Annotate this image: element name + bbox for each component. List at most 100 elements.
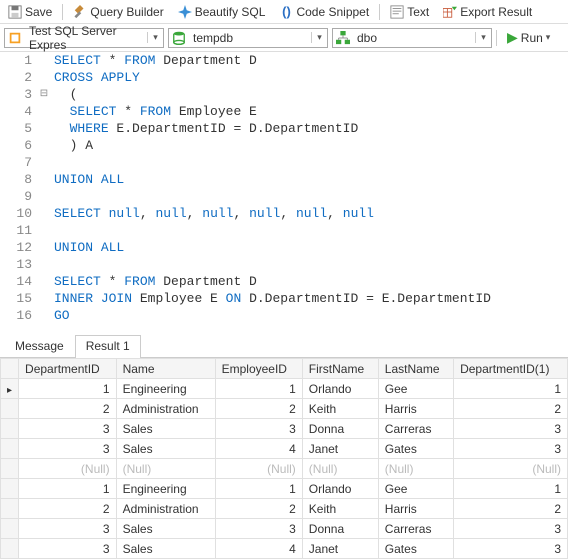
table-row[interactable]: 3Sales3DonnaCarreras3: [1, 519, 568, 539]
cell[interactable]: Donna: [302, 419, 378, 439]
cell[interactable]: Engineering: [116, 379, 215, 399]
cell[interactable]: Carreras: [378, 519, 453, 539]
table-row[interactable]: 2Administration2KeithHarris2: [1, 399, 568, 419]
run-button[interactable]: ▶ Run ▾: [501, 29, 556, 46]
row-selector[interactable]: [1, 499, 19, 519]
cell[interactable]: Harris: [378, 399, 453, 419]
result-tabs: Message Result 1: [0, 334, 568, 358]
cell[interactable]: 3: [454, 539, 568, 559]
cell[interactable]: 2: [454, 499, 568, 519]
cell[interactable]: Janet: [302, 539, 378, 559]
cell[interactable]: Orlando: [302, 479, 378, 499]
cell[interactable]: 1: [215, 479, 302, 499]
row-selector[interactable]: [1, 459, 19, 479]
cell[interactable]: Keith: [302, 499, 378, 519]
column-header[interactable]: FirstName: [302, 359, 378, 379]
cell[interactable]: 3: [19, 539, 117, 559]
beautify-button[interactable]: Beautify SQL: [174, 4, 270, 20]
cell[interactable]: Administration: [116, 499, 215, 519]
row-selector[interactable]: [1, 419, 19, 439]
cell[interactable]: (Null): [116, 459, 215, 479]
sql-editor[interactable]: 12345678910111213141516 ⊟ SELECT * FROM …: [0, 52, 568, 330]
code-area[interactable]: SELECT * FROM Department DCROSS APPLY ( …: [50, 52, 568, 324]
row-selector[interactable]: [1, 439, 19, 459]
tab-message[interactable]: Message: [4, 335, 75, 358]
table-row[interactable]: 3Sales3DonnaCarreras3: [1, 419, 568, 439]
cell[interactable]: 2: [215, 399, 302, 419]
cell[interactable]: Carreras: [378, 419, 453, 439]
row-selector[interactable]: [1, 519, 19, 539]
cell[interactable]: Administration: [116, 399, 215, 419]
cell[interactable]: Gates: [378, 439, 453, 459]
schema-dropdown[interactable]: dbo ▾: [332, 28, 492, 48]
schema-label: dbo: [353, 31, 475, 45]
text-label: Text: [407, 5, 429, 19]
table-row[interactable]: 2Administration2KeithHarris2: [1, 499, 568, 519]
cell[interactable]: Sales: [116, 439, 215, 459]
cell[interactable]: 4: [215, 539, 302, 559]
table-row[interactable]: 3Sales4JanetGates3: [1, 439, 568, 459]
cell[interactable]: 3: [215, 519, 302, 539]
export-label: Export Result: [460, 5, 532, 19]
cell[interactable]: Janet: [302, 439, 378, 459]
cell[interactable]: 2: [19, 399, 117, 419]
cell[interactable]: 3: [215, 419, 302, 439]
cell[interactable]: 3: [19, 439, 117, 459]
cell[interactable]: (Null): [378, 459, 453, 479]
cell[interactable]: 4: [215, 439, 302, 459]
tab-result[interactable]: Result 1: [75, 335, 141, 358]
cell[interactable]: 1: [454, 379, 568, 399]
snippet-button[interactable]: () Code Snippet: [275, 4, 373, 20]
cell[interactable]: 1: [454, 479, 568, 499]
cell[interactable]: 2: [19, 499, 117, 519]
cell[interactable]: 1: [19, 379, 117, 399]
cell[interactable]: 3: [454, 519, 568, 539]
cell[interactable]: 3: [19, 519, 117, 539]
column-header[interactable]: LastName: [378, 359, 453, 379]
cell[interactable]: Gee: [378, 479, 453, 499]
row-selector[interactable]: [1, 479, 19, 499]
cell[interactable]: Engineering: [116, 479, 215, 499]
cell[interactable]: 2: [215, 499, 302, 519]
cell[interactable]: Gee: [378, 379, 453, 399]
cell[interactable]: Sales: [116, 539, 215, 559]
cell[interactable]: (Null): [19, 459, 117, 479]
cell[interactable]: Harris: [378, 499, 453, 519]
row-selector[interactable]: [1, 539, 19, 559]
result-grid-wrap[interactable]: DepartmentIDNameEmployeeIDFirstNameLastN…: [0, 358, 568, 559]
table-row[interactable]: (Null)(Null)(Null)(Null)(Null)(Null): [1, 459, 568, 479]
cell[interactable]: 3: [454, 439, 568, 459]
row-selector[interactable]: [1, 379, 19, 399]
server-dropdown[interactable]: Test SQL Server Expres ▾: [4, 28, 164, 48]
cell[interactable]: Sales: [116, 519, 215, 539]
beautify-label: Beautify SQL: [195, 5, 266, 19]
cell[interactable]: Sales: [116, 419, 215, 439]
cell[interactable]: (Null): [215, 459, 302, 479]
cell[interactable]: 3: [19, 419, 117, 439]
cell[interactable]: Donna: [302, 519, 378, 539]
cell[interactable]: (Null): [454, 459, 568, 479]
table-row[interactable]: 1Engineering1OrlandoGee1: [1, 479, 568, 499]
text-button[interactable]: Text: [386, 4, 433, 20]
fold-column[interactable]: ⊟: [38, 52, 50, 324]
column-header[interactable]: Name: [116, 359, 215, 379]
cell[interactable]: 1: [19, 479, 117, 499]
table-row[interactable]: 1Engineering1OrlandoGee1: [1, 379, 568, 399]
cell[interactable]: 3: [454, 419, 568, 439]
cell[interactable]: 2: [454, 399, 568, 419]
cell[interactable]: 1: [215, 379, 302, 399]
column-header[interactable]: DepartmentID: [19, 359, 117, 379]
table-row[interactable]: 3Sales4JanetGates3: [1, 539, 568, 559]
export-button[interactable]: Export Result: [439, 4, 536, 20]
cell[interactable]: Orlando: [302, 379, 378, 399]
cell[interactable]: Gates: [378, 539, 453, 559]
save-button[interactable]: Save: [4, 4, 56, 20]
play-icon: ▶: [507, 29, 518, 46]
column-header[interactable]: DepartmentID(1): [454, 359, 568, 379]
row-selector[interactable]: [1, 399, 19, 419]
database-dropdown[interactable]: tempdb ▾: [168, 28, 328, 48]
column-header[interactable]: EmployeeID: [215, 359, 302, 379]
query-builder-button[interactable]: Query Builder: [69, 4, 167, 20]
cell[interactable]: (Null): [302, 459, 378, 479]
cell[interactable]: Keith: [302, 399, 378, 419]
